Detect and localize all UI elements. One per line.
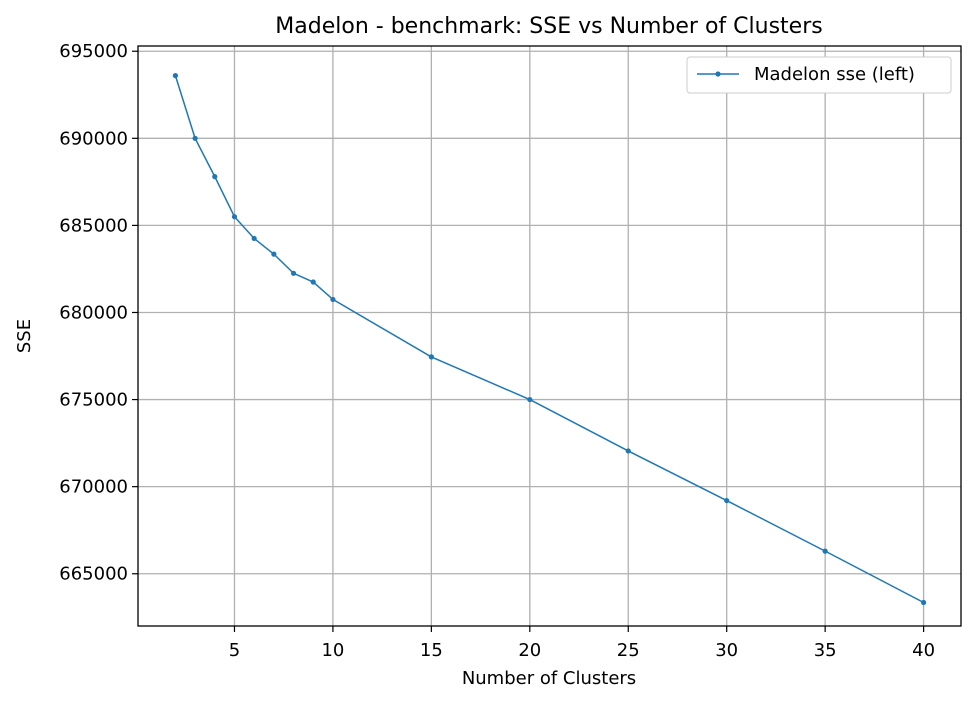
x-tick-label: 15: [420, 640, 443, 661]
data-point: [822, 548, 828, 554]
x-tick-label: 40: [912, 640, 935, 661]
y-axis: 665000 670000 675000 680000 685000 690000 6950…: [59, 41, 138, 585]
data-point: [330, 296, 336, 303]
plot-area: [172, 73, 927, 606]
data-point: [724, 497, 730, 504]
data-point: [310, 279, 316, 285]
data-point: [212, 174, 218, 180]
grid: [138, 46, 961, 626]
data-point: [625, 448, 631, 454]
data-point: [920, 599, 927, 606]
legend-marker: [715, 71, 721, 77]
x-tick-label: 10: [321, 640, 344, 661]
data-point: [231, 214, 238, 220]
x-tick-label: 25: [617, 640, 640, 661]
y-tick-label: 675000: [59, 390, 128, 411]
y-tick-label: 665000: [59, 564, 128, 585]
data-point: [192, 135, 198, 141]
data-point: [290, 270, 297, 276]
x-tick-label: 5: [229, 640, 240, 661]
y-tick-label: 670000: [59, 477, 128, 498]
x-axis-label: Number of Clusters: [462, 668, 636, 689]
chart-title: Madelon - benchmark: SSE vs Number of Cl…: [275, 14, 822, 39]
data-point: [527, 396, 533, 403]
legend: Madelon sse (left): [686, 56, 952, 94]
x-tick-label: 35: [814, 640, 837, 661]
data-point: [251, 235, 257, 242]
y-tick-label: 695000: [59, 41, 128, 62]
x-tick-label: 20: [518, 640, 541, 661]
data-point: [271, 251, 277, 257]
legend-label: Madelon sse (left): [754, 64, 915, 85]
legend-box: [686, 56, 952, 94]
data-point: [428, 354, 434, 360]
x-axis: 5 10 15 20 25 30 35 40: [229, 626, 935, 661]
y-tick-label: 690000: [59, 128, 128, 149]
y-tick-label: 680000: [59, 302, 128, 323]
axes-frame: [137, 45, 962, 627]
y-tick-label: 685000: [59, 215, 128, 236]
data-point: [172, 73, 179, 79]
y-axis-label: SSE: [14, 319, 35, 353]
x-tick-label: 30: [715, 640, 738, 661]
